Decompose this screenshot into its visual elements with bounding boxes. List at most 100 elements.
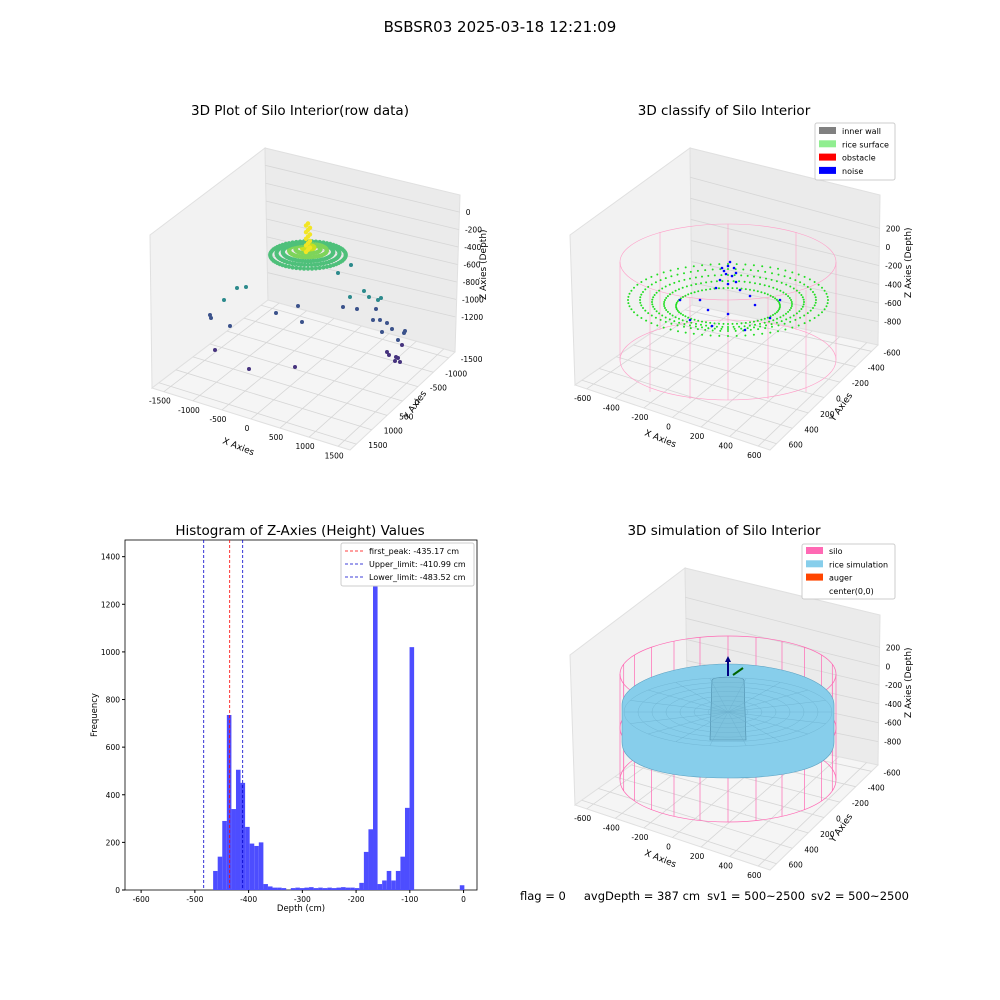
rice-surface-point xyxy=(763,317,766,320)
rice-surface-point xyxy=(720,327,723,330)
rice-surface-point xyxy=(742,268,745,271)
rice-surface-point xyxy=(685,320,688,323)
rice-surface-point xyxy=(693,318,696,321)
panel1-scatter-points xyxy=(208,221,407,371)
legend-swatch xyxy=(806,560,823,568)
panel2-floor-pane xyxy=(573,304,880,451)
rice-surface-point xyxy=(763,284,766,287)
rice-surface-point xyxy=(683,272,685,275)
p4-zgrid xyxy=(685,617,880,667)
rice-surface-point xyxy=(669,312,671,315)
rice-surface-point xyxy=(744,334,747,337)
legend-label: center(0,0) xyxy=(829,587,874,596)
rice-surface-point xyxy=(774,297,777,300)
p1-ygrid xyxy=(243,317,434,373)
p2-zgrid xyxy=(690,197,880,248)
scatter-point xyxy=(309,266,315,271)
p1-ytick: 0 xyxy=(415,398,420,407)
scatter-point xyxy=(299,262,304,267)
rice-surface-point xyxy=(676,300,679,303)
p1-ygrid xyxy=(192,356,388,416)
panel4-auger xyxy=(725,656,744,676)
p4-xtick: 0 xyxy=(666,843,671,852)
rice-surface-point xyxy=(817,314,820,317)
p2-ytick: 400 xyxy=(804,425,819,434)
rice-surface-point xyxy=(788,297,791,299)
rice-surface-point xyxy=(775,280,778,283)
y-tick-label: 800 xyxy=(106,696,121,705)
histogram-bar xyxy=(304,887,310,890)
scatter-point xyxy=(313,266,318,271)
p4-xtick: -600 xyxy=(574,814,591,823)
rice-surface-point xyxy=(779,305,781,307)
noise-point xyxy=(728,260,732,264)
rice-surface-point xyxy=(757,328,760,331)
p2-xtick: -400 xyxy=(603,403,620,412)
rice-surface-point xyxy=(689,324,691,327)
rice-surface-point xyxy=(757,269,760,272)
rice-surface-point xyxy=(812,307,814,309)
histogram-bar xyxy=(231,809,236,890)
rice-surface-point xyxy=(718,287,720,290)
rice-surface-point xyxy=(675,306,678,309)
rice-surface-point xyxy=(715,325,718,328)
histogram-bar xyxy=(290,888,296,890)
panel2-xticks: -600 -400 -200 0 200 400 600 xyxy=(574,394,761,460)
p1-ytick: -1500 xyxy=(461,355,483,364)
rice-surface-point xyxy=(777,300,780,303)
rice-surface-point xyxy=(799,281,802,284)
noise-point xyxy=(778,298,782,302)
histogram-bar xyxy=(313,888,319,890)
p2-ygrid xyxy=(581,379,777,445)
noise-point xyxy=(734,271,738,275)
histogram-bar xyxy=(341,887,346,890)
rice-surface-point xyxy=(792,287,795,290)
rice-surface-point xyxy=(651,303,654,306)
rice-surface-point xyxy=(682,296,684,298)
p2-xtick: 0 xyxy=(666,423,671,432)
rice-surface-point xyxy=(684,294,687,297)
rice-surface-point xyxy=(709,263,712,266)
rice-surface-point xyxy=(791,303,793,305)
rice-surface-point xyxy=(798,291,801,294)
rice-surface-point xyxy=(756,290,759,293)
rice-surface-point xyxy=(727,274,729,276)
p1-zgrid xyxy=(266,218,458,265)
rice-surface-point xyxy=(802,298,805,301)
rice-surface-point xyxy=(659,279,662,282)
histogram-bar xyxy=(395,870,401,890)
p2-ygrid xyxy=(667,321,856,368)
rice-surface-point xyxy=(690,292,693,295)
legend-label: noise xyxy=(842,167,863,176)
rice-surface-point xyxy=(752,264,755,267)
rice-surface-point xyxy=(675,308,678,311)
rice-surface-point xyxy=(679,312,682,315)
rice-surface-point xyxy=(827,299,829,301)
scatter-point xyxy=(287,264,292,269)
rice-surface-point xyxy=(746,327,749,330)
p1-ytick: 500 xyxy=(399,412,414,421)
p2-ztick: -200 xyxy=(885,262,902,271)
rice-surface-point xyxy=(749,269,752,272)
p4-ztick: 200 xyxy=(886,643,901,652)
p4-ytick: 0 xyxy=(836,815,841,824)
p1-zgrid xyxy=(267,272,456,318)
rice-surface-point xyxy=(676,324,679,327)
y-tick-label: 200 xyxy=(106,838,121,847)
panel2-rice-surface-points xyxy=(627,263,829,337)
rice-surface-point xyxy=(800,294,803,296)
rice-surface-point xyxy=(689,327,692,330)
histogram-bar xyxy=(391,880,396,890)
scatter-point xyxy=(315,262,320,267)
p4-ytick: -200 xyxy=(852,799,869,808)
rice-surface-point xyxy=(753,275,755,278)
p4-ytick: -400 xyxy=(868,784,885,793)
scatter-point xyxy=(307,225,313,230)
rice-surface-point xyxy=(778,301,781,304)
legend-label: silo xyxy=(829,547,843,556)
histogram-bar xyxy=(336,887,342,890)
status-footer: flag = 0 avgDepth = 387 cm sv1 = 500~2500 s… xyxy=(520,889,909,903)
x-tick-label: -500 xyxy=(186,895,203,904)
noise-point xyxy=(706,308,710,312)
p2-ygrid xyxy=(650,332,840,383)
